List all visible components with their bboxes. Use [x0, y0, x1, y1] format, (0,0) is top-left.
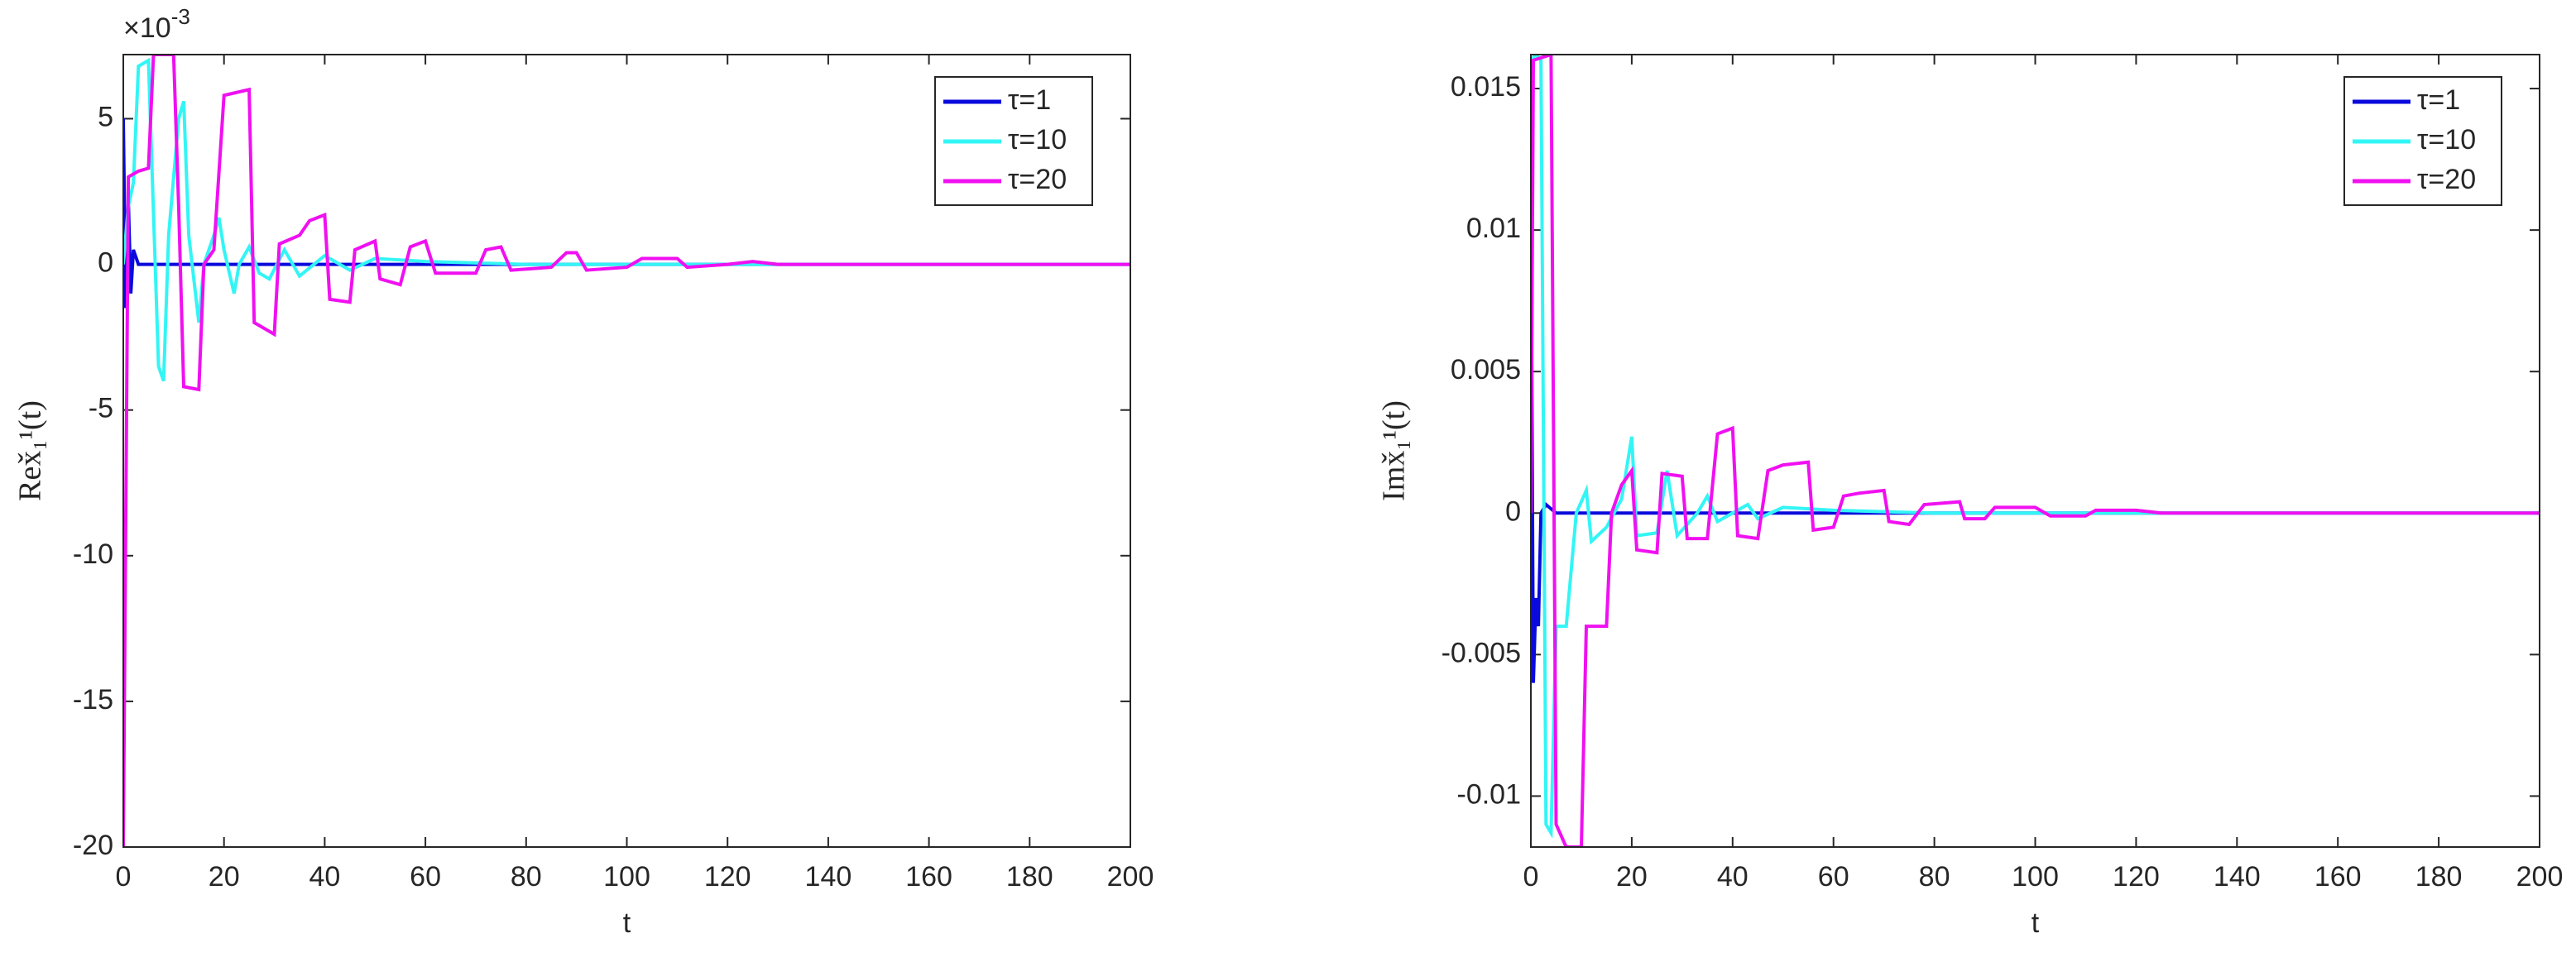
x-tick-label: 20 — [1616, 861, 1648, 893]
legend-label: τ=10 — [2417, 124, 2476, 156]
x-tick-label: 0 — [116, 861, 132, 893]
y-tick-label: 0 — [98, 247, 113, 279]
series-line — [123, 55, 1130, 847]
y-tick-label: 0 — [1505, 495, 1521, 527]
multiplier-base: ×10 — [123, 12, 171, 44]
multiplier-exponent: -3 — [171, 4, 190, 29]
legend-label: τ=1 — [2417, 84, 2460, 116]
x-tick-label: 200 — [1107, 861, 1154, 893]
legend: τ=1 τ=10 τ=20 — [2343, 76, 2502, 206]
x-tick-label: 60 — [410, 861, 441, 893]
y-tick-label: 0.01 — [1466, 213, 1521, 244]
x-axis-label: t — [623, 907, 631, 939]
series-line — [1531, 55, 2540, 847]
legend: τ=1 τ=10 τ=20 — [934, 76, 1093, 206]
x-tick-label: 180 — [1006, 861, 1053, 893]
x-tick-label: 40 — [1717, 861, 1749, 893]
x-tick-label: 200 — [2516, 861, 2564, 893]
x-tick-label: 20 — [209, 861, 240, 893]
x-tick-label: 80 — [511, 861, 542, 893]
axis-multiplier: ×10-3 — [123, 4, 190, 44]
y-tick-label: -0.005 — [1442, 637, 1521, 668]
legend-label: τ=20 — [1008, 164, 1067, 195]
y-tick-label: -10 — [73, 538, 113, 570]
x-tick-label: 0 — [1523, 861, 1539, 893]
x-tick-label: 80 — [1919, 861, 1950, 893]
axes-frame — [1530, 54, 2540, 848]
y-axis-label: Imx̌₁¹(t) — [1377, 400, 1412, 501]
x-tick-label: 120 — [2113, 861, 2160, 893]
x-tick-label: 160 — [2315, 861, 2362, 893]
x-tick-label: 60 — [1818, 861, 1849, 893]
series-line — [123, 57, 1130, 382]
legend-label: τ=10 — [1008, 124, 1067, 156]
x-tick-label: 140 — [2214, 861, 2261, 893]
y-tick-label: 5 — [98, 101, 113, 132]
x-axis-label: t — [2032, 907, 2040, 939]
x-tick-label: 100 — [603, 861, 650, 893]
y-tick-label: -0.01 — [1457, 778, 1522, 810]
x-tick-label: 160 — [905, 861, 952, 893]
y-tick-label: 0.015 — [1451, 71, 1521, 103]
y-axis-label: Rex̌₁¹(t) — [13, 400, 48, 501]
x-tick-label: 180 — [2415, 861, 2463, 893]
y-tick-label: -5 — [89, 393, 113, 424]
y-tick-label: -15 — [73, 684, 113, 716]
x-tick-label: 100 — [2012, 861, 2059, 893]
x-tick-label: 40 — [309, 861, 340, 893]
y-tick-label: 0.005 — [1451, 354, 1521, 385]
x-tick-label: 120 — [704, 861, 751, 893]
axes: 0 20 40 60 80 100 120 140 160 180 200 -0.01 -0.005 0 0… — [1377, 54, 2564, 939]
legend-label: τ=1 — [1008, 84, 1051, 116]
axes: 0 20 40 60 80 100 120 140 160 180 200 -20 -15 -10 -5 0 5… — [13, 4, 1154, 939]
axes-frame — [122, 54, 1131, 848]
y-tick-label: -20 — [73, 830, 113, 861]
x-tick-label: 140 — [805, 861, 852, 893]
legend-label: τ=20 — [2417, 164, 2476, 195]
